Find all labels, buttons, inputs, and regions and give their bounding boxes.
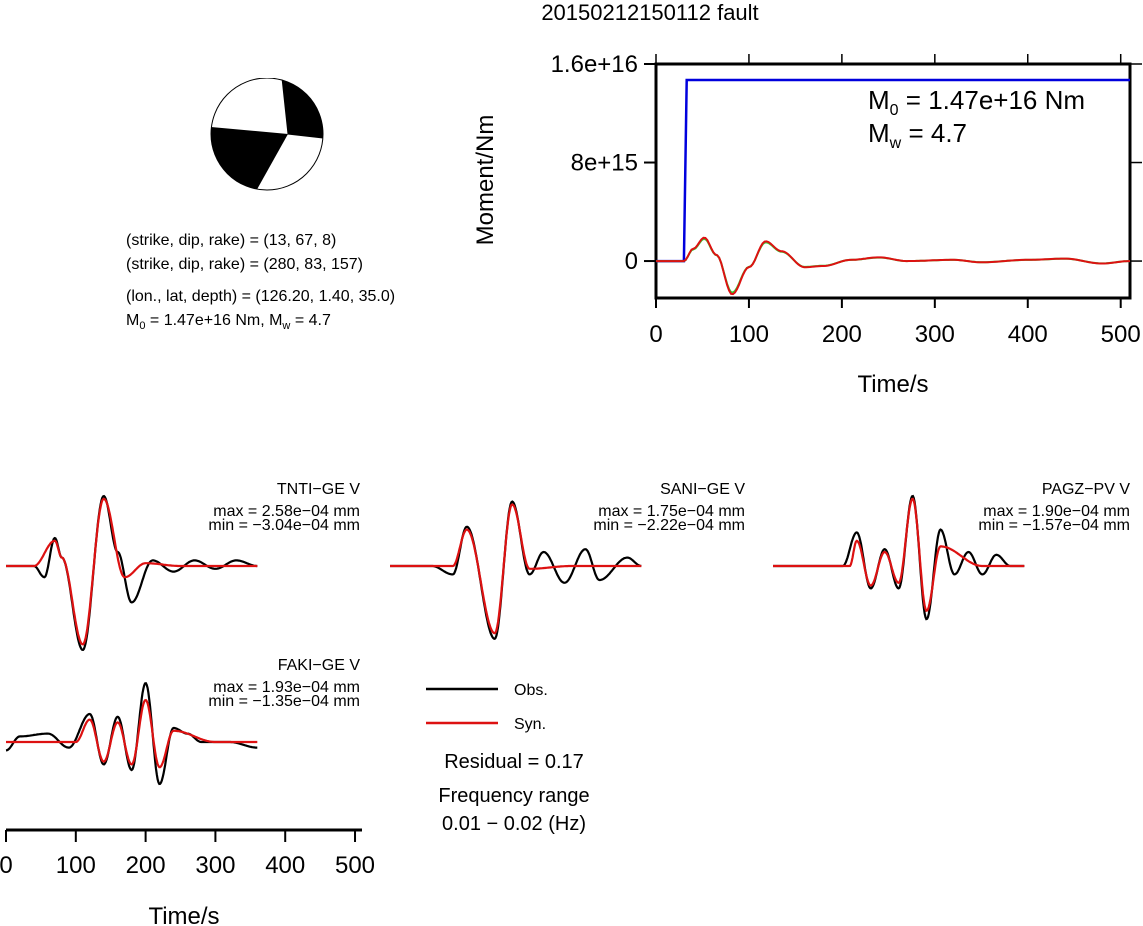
moment-xtick-label: 200 bbox=[822, 321, 862, 348]
moment-xtick-label: 500 bbox=[1101, 321, 1141, 348]
station-min: min = −2.22e−04 mm bbox=[593, 517, 745, 534]
mechanism-location: (lon., lat, depth) = (126.20, 1.40, 35.0… bbox=[126, 288, 396, 305]
moment-series bbox=[656, 78, 1130, 296]
station-name: PAGZ−PV V bbox=[1042, 481, 1131, 498]
focal-mechanism-beachball bbox=[210, 78, 324, 191]
waveform-xtick-label: 200 bbox=[126, 852, 166, 879]
station-max: max = 2.58e−04 mm bbox=[213, 503, 360, 520]
moment-xtick-label: 100 bbox=[729, 321, 769, 348]
waveform-xtick-label: 100 bbox=[56, 852, 96, 879]
waveform-synthetic bbox=[6, 698, 258, 769]
mechanism-plane2: (strike, dip, rake) = (280, 83, 157) bbox=[126, 256, 363, 273]
waveform-xlabel: Time/s bbox=[148, 903, 219, 926]
moment-mw-label: Mw = 4.7 bbox=[868, 118, 967, 152]
figure-title: 20150212150112 fault bbox=[541, 0, 759, 25]
moment-ytick-label: 8e+15 bbox=[571, 150, 638, 177]
legend-syn-label: Syn. bbox=[514, 716, 546, 733]
moment-xtick-label: 0 bbox=[649, 321, 662, 348]
station-name: SANI−GE V bbox=[660, 481, 745, 498]
waveform-observed bbox=[6, 494, 258, 652]
residual-text: Residual = 0.17 bbox=[444, 751, 584, 773]
waveform-synthetic bbox=[6, 497, 258, 646]
waveform-xtick-label: 500 bbox=[335, 852, 375, 879]
station-name: FAKI−GE V bbox=[278, 657, 361, 674]
station-min: min = −3.04e−04 mm bbox=[208, 517, 360, 534]
moment-ytick-label: 1.6e+16 bbox=[551, 51, 638, 78]
waveform-xtick-label: 400 bbox=[265, 852, 305, 879]
frequency-label: Frequency range bbox=[438, 785, 589, 807]
moment-xtick-label: 400 bbox=[1008, 321, 1048, 348]
station-max: max = 1.90e−04 mm bbox=[983, 503, 1130, 520]
moment-ylabel: Moment/Nm bbox=[472, 115, 499, 246]
moment-axis-ticks: 1.6e+16 8e+15 0 0 100 200 300 400 500 bbox=[551, 51, 1142, 348]
legend-obs-label: Obs. bbox=[514, 682, 548, 699]
moment-rate-red bbox=[656, 236, 1130, 296]
waveform-xtick-label: 0 bbox=[0, 852, 13, 879]
waveform-synthetic bbox=[390, 503, 642, 635]
station-min: min = −1.35e−04 mm bbox=[208, 693, 360, 710]
waveform-axis-ticks: 0 100 200 300 400 500 bbox=[0, 830, 375, 879]
waveform-xtick-label: 300 bbox=[195, 852, 235, 879]
station-min: min = −1.57e−04 mm bbox=[978, 517, 1130, 534]
moment-plot-frame bbox=[654, 62, 1132, 300]
moment-m0-label: M0 = 1.47e+16 Nm bbox=[868, 85, 1085, 119]
station-name: TNTI−GE V bbox=[277, 481, 360, 498]
station-max: max = 1.75e−04 mm bbox=[598, 503, 745, 520]
moment-ytick-label: 0 bbox=[625, 248, 638, 275]
mechanism-plane1: (strike, dip, rake) = (13, 67, 8) bbox=[126, 232, 337, 249]
moment-xlabel: Time/s bbox=[857, 371, 928, 398]
frequency-value: 0.01 − 0.02 (Hz) bbox=[442, 813, 586, 835]
station-max: max = 1.93e−04 mm bbox=[213, 679, 360, 696]
moment-xtick-label: 300 bbox=[915, 321, 955, 348]
mechanism-magnitude: M0 = 1.47e+16 Nm, Mw = 4.7 bbox=[126, 312, 331, 333]
waveform-synthetic bbox=[773, 497, 1025, 612]
